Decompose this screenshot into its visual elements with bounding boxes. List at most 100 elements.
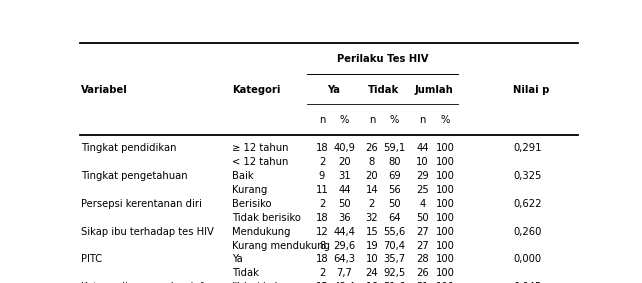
Text: 15: 15 <box>316 282 329 283</box>
Text: 0,000: 0,000 <box>513 254 541 265</box>
Text: 24: 24 <box>365 269 378 278</box>
Text: Tidak berisiko: Tidak berisiko <box>232 213 301 223</box>
Text: Ya: Ya <box>327 85 340 95</box>
Text: 50: 50 <box>416 213 429 223</box>
Text: Tingkat pengetahuan: Tingkat pengetahuan <box>82 171 188 181</box>
Text: 59,1: 59,1 <box>383 143 405 153</box>
Text: 19: 19 <box>365 241 378 250</box>
Text: 11: 11 <box>316 185 329 195</box>
Text: 9: 9 <box>319 171 325 181</box>
Text: ≥ 12 tahun: ≥ 12 tahun <box>232 143 288 153</box>
Text: 2: 2 <box>319 269 325 278</box>
Text: 35,7: 35,7 <box>383 254 405 265</box>
Text: Tidak: Tidak <box>232 269 259 278</box>
Text: 25: 25 <box>416 185 429 195</box>
Text: 64,3: 64,3 <box>333 254 356 265</box>
Text: 16: 16 <box>365 282 378 283</box>
Text: %: % <box>440 115 449 125</box>
Text: 100: 100 <box>435 143 455 153</box>
Text: 100: 100 <box>435 157 455 167</box>
Text: 8: 8 <box>369 157 375 167</box>
Text: 44: 44 <box>338 185 351 195</box>
Text: 26: 26 <box>365 143 378 153</box>
Text: 100: 100 <box>435 254 455 265</box>
Text: 18: 18 <box>316 213 328 223</box>
Text: 10: 10 <box>416 157 429 167</box>
Text: 80: 80 <box>388 157 401 167</box>
Text: 36: 36 <box>338 213 351 223</box>
Text: Kurang mendukung: Kurang mendukung <box>232 241 330 250</box>
Text: Sikap ibu terhadap tes HIV: Sikap ibu terhadap tes HIV <box>82 227 214 237</box>
Text: Persepsi kerentanan diri: Persepsi kerentanan diri <box>82 199 202 209</box>
Text: Baik: Baik <box>232 171 254 181</box>
Text: n: n <box>319 115 325 125</box>
Text: 50: 50 <box>338 199 351 209</box>
Text: 26: 26 <box>416 269 429 278</box>
Text: < 12 tahun: < 12 tahun <box>232 157 288 167</box>
Text: Tingkat pendidikan: Tingkat pendidikan <box>82 143 177 153</box>
Text: 27: 27 <box>416 227 429 237</box>
Text: 0,622: 0,622 <box>513 199 542 209</box>
Text: 0,291: 0,291 <box>513 143 542 153</box>
Text: 7,7: 7,7 <box>336 269 352 278</box>
Text: Ya: Ya <box>232 254 243 265</box>
Text: 2: 2 <box>319 157 325 167</box>
Text: Kurang: Kurang <box>232 185 267 195</box>
Text: 8: 8 <box>319 241 325 250</box>
Text: 69: 69 <box>388 171 401 181</box>
Text: 32: 32 <box>365 213 378 223</box>
Text: 29,6: 29,6 <box>333 241 356 250</box>
Text: Ya: Ya <box>232 282 243 283</box>
Text: 0,260: 0,260 <box>513 227 541 237</box>
Text: %: % <box>390 115 399 125</box>
Text: 0,045: 0,045 <box>513 282 541 283</box>
Text: 100: 100 <box>435 269 455 278</box>
Text: 100: 100 <box>435 227 455 237</box>
Text: 20: 20 <box>365 171 378 181</box>
Text: 92,5: 92,5 <box>383 269 405 278</box>
Text: 10: 10 <box>365 254 378 265</box>
Text: 55,6: 55,6 <box>383 227 405 237</box>
Text: 100: 100 <box>435 171 455 181</box>
Text: 100: 100 <box>435 199 455 209</box>
Text: 15: 15 <box>365 227 378 237</box>
Text: 0,325: 0,325 <box>513 171 541 181</box>
Text: 4: 4 <box>419 199 426 209</box>
Text: Nilai p: Nilai p <box>513 85 550 95</box>
Text: 18: 18 <box>316 143 328 153</box>
Text: 44,4: 44,4 <box>333 227 356 237</box>
Text: Berisiko: Berisiko <box>232 199 272 209</box>
Text: 48,4: 48,4 <box>333 282 356 283</box>
Text: Mendukung: Mendukung <box>232 227 290 237</box>
Text: Kategori: Kategori <box>232 85 281 95</box>
Text: 31: 31 <box>416 282 429 283</box>
Text: 44: 44 <box>416 143 429 153</box>
Text: 51,6: 51,6 <box>383 282 405 283</box>
Text: 20: 20 <box>338 157 351 167</box>
Text: 12: 12 <box>316 227 329 237</box>
Text: 27: 27 <box>416 241 429 250</box>
Text: 100: 100 <box>435 282 455 283</box>
Text: 2: 2 <box>369 199 375 209</box>
Text: n: n <box>419 115 426 125</box>
Text: Tidak: Tidak <box>367 85 399 95</box>
Text: 100: 100 <box>435 185 455 195</box>
Text: 64: 64 <box>388 213 401 223</box>
Text: 29: 29 <box>416 171 429 181</box>
Text: 31: 31 <box>338 171 351 181</box>
Text: n: n <box>369 115 375 125</box>
Text: 2: 2 <box>319 199 325 209</box>
Text: 56: 56 <box>388 185 401 195</box>
Text: Perilaku Tes HIV: Perilaku Tes HIV <box>337 54 428 64</box>
Text: Ketersediaan sumber informasi dari keluarga: Ketersediaan sumber informasi dari kelua… <box>82 282 307 283</box>
Text: 40,9: 40,9 <box>333 143 356 153</box>
Text: Jumlah: Jumlah <box>414 85 453 95</box>
Text: Variabel: Variabel <box>82 85 128 95</box>
Text: 100: 100 <box>435 241 455 250</box>
Text: 14: 14 <box>365 185 378 195</box>
Text: 100: 100 <box>435 213 455 223</box>
Text: 18: 18 <box>316 254 328 265</box>
Text: 28: 28 <box>416 254 429 265</box>
Text: 70,4: 70,4 <box>383 241 405 250</box>
Text: PITC: PITC <box>82 254 102 265</box>
